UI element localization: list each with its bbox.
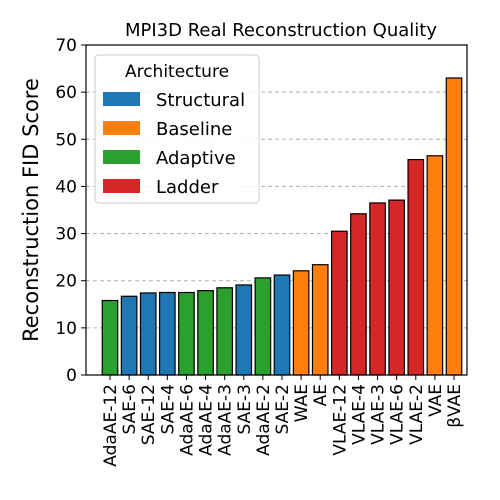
y-tick-label: 10 [55,319,77,339]
y-axis-label: Reconstruction FID Score [19,78,43,342]
y-tick-label: 50 [55,130,77,150]
bar-βVAE [445,77,463,376]
legend: Architecture Structural Baseline Adaptive La… [94,54,260,204]
x-tick-label: SAE-2 [273,384,293,434]
y-tick-label: 40 [55,177,77,197]
legend-title: Architecture [125,62,229,82]
bar-AdaAE-2 [254,277,272,376]
bar-AdaAE-12 [101,299,119,376]
legend-swatch-structural [103,92,140,106]
bar-VAE [426,155,444,376]
x-tick-label: VLAE-3 [369,384,389,445]
bar-SAE-3 [235,284,253,376]
bar-SAE-12 [139,292,157,376]
bars [101,77,463,376]
x-tick-label: AdaAE-4 [197,384,217,456]
x-tick-label: VAE [426,384,446,417]
legend-label-adaptive: Adaptive [156,148,236,169]
bar-VLAE-6 [388,199,406,376]
x-tick-label: WAE [292,384,312,422]
legend-swatch-adaptive [103,150,140,164]
x-tick-label: SAE-12 [139,384,159,445]
legend-label-baseline: Baseline [156,119,232,140]
legend-label-ladder: Ladder [156,177,219,198]
bar-SAE-2 [273,274,291,376]
bar-AdaAE-4 [197,290,214,376]
x-tick-label: AE [311,384,331,406]
chart-title: MPI3D Real Reconstruction Quality [125,20,437,41]
x-tick-label: VLAE-6 [388,384,408,445]
bar-VLAE-4 [350,213,367,376]
bar-SAE-4 [158,291,176,376]
plot-frame [85,44,468,376]
bar-AE [311,264,329,376]
bar-SAE-6 [120,295,138,376]
x-tick-label: AdaAE-12 [101,384,121,467]
x-tick-label: AdaAE-6 [177,384,197,456]
x-tick-label: βVAE [445,384,465,428]
bar-VLAE-12 [330,230,348,376]
bar-WAE [292,270,310,376]
x-tick-label: VLAE-12 [330,384,350,456]
bar-AdaAE-3 [216,287,234,376]
y-tick-label: 60 [55,83,77,103]
y-tick-label: 20 [55,272,77,292]
y-tick-label: 70 [55,36,77,56]
x-tick-label: SAE-4 [158,384,178,434]
x-tick-label: SAE-6 [120,384,140,434]
y-tick-label: 0 [66,366,77,386]
bar-VLAE-3 [369,202,386,376]
x-tick-label: AdaAE-3 [216,384,236,456]
legend-label-structural: Structural [156,90,245,111]
x-tick-label: SAE-3 [235,384,255,434]
bar-VLAE-2 [407,158,425,376]
bar-AdaAE-6 [178,291,195,376]
x-tick-label: VLAE-2 [407,384,427,445]
x-tick-label: AdaAE-2 [254,384,274,456]
legend-swatch-ladder [103,179,140,193]
x-tick-label: VLAE-4 [349,384,369,445]
y-tick-label: 30 [55,225,77,245]
legend-swatch-baseline [103,121,140,135]
